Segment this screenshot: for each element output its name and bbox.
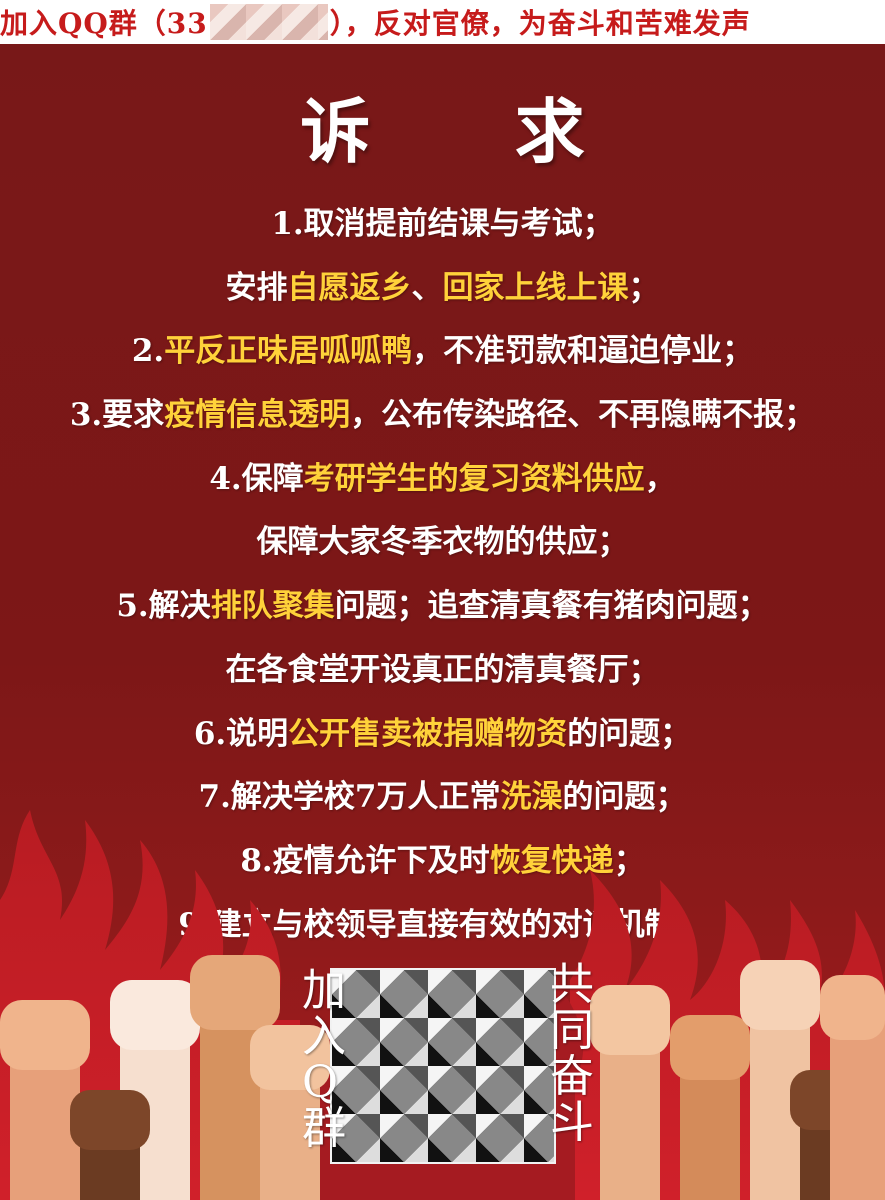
demand-line: 8.疫情允许下及时恢复快递； — [0, 830, 885, 894]
demand-text: 的问题； — [567, 715, 692, 752]
fight-together-vertical-text: 共同奋斗 — [550, 959, 594, 1148]
fist-icon — [190, 955, 280, 1200]
demand-text: 8.疫情允许下及时 — [240, 842, 490, 879]
demand-text: 6.说明 — [193, 715, 289, 752]
top-banner: 加入QQ群（33 ），反对官僚，为奋斗和苦难发声 — [0, 0, 885, 44]
demand-line: 4.保障考研学生的复习资料供应， — [0, 448, 885, 512]
demand-line: 保障大家冬季衣物的供应； — [0, 511, 885, 575]
demand-line: 1.取消提前结课与考试； — [0, 193, 885, 257]
banner-suffix: ），反对官僚，为奋斗和苦难发声 — [329, 7, 751, 40]
demand-highlight: 恢复快递 — [489, 842, 614, 879]
fist-icon — [250, 1025, 330, 1200]
join-group-vertical-text: 加入Q群 — [302, 965, 346, 1154]
fists-illustration — [0, 955, 885, 1200]
demand-highlight: 疫情信息透明 — [164, 397, 351, 434]
demand-text: 问题；追查清真餐有猪肉问题； — [334, 588, 769, 625]
demand-text: 安排 — [225, 269, 288, 306]
demand-line: 安排自愿返乡、回家上线上课； — [0, 257, 885, 321]
demand-text: ， — [644, 460, 676, 497]
demand-highlight: 公开售卖被捐赠物资 — [288, 715, 568, 752]
demand-text: 3.要求 — [69, 397, 165, 434]
demand-text: 在各食堂开设真正的清真餐厅； — [225, 651, 660, 688]
page-title: 诉 求 — [300, 90, 645, 173]
demand-text: ； — [628, 269, 660, 306]
demand-text: 7.解决学校7万人正常 — [198, 779, 501, 816]
demand-text: 2. — [131, 333, 165, 370]
qr-code-icon — [330, 968, 556, 1164]
fist-icon — [70, 1090, 150, 1200]
demand-text: 、 — [411, 269, 443, 306]
demand-text: 4.保障 — [209, 460, 304, 497]
demand-text: 1.取消提前结课与考试； — [271, 206, 614, 242]
fist-icon — [0, 1000, 90, 1200]
demand-highlight: 回家上线上课 — [442, 269, 629, 306]
demand-text: 的问题； — [562, 779, 687, 816]
demand-highlight: 洗澡 — [500, 779, 563, 816]
demand-highlight: 考研学生的复习资料供应 — [303, 460, 645, 497]
demand-line: 在各食堂开设真正的清真餐厅； — [0, 639, 885, 703]
demand-text: ； — [613, 842, 645, 879]
demand-highlight: 自愿返乡 — [287, 269, 412, 306]
fist-icon — [590, 985, 670, 1200]
banner-censored-number — [209, 4, 328, 40]
fist-icon — [670, 1015, 750, 1200]
demand-text: 5.解决 — [116, 588, 211, 625]
demand-line: 6.说明公开售卖被捐赠物资的问题； — [0, 703, 885, 767]
demand-line: 7.解决学校7万人正常洗澡的问题； — [0, 766, 885, 830]
fist-icon — [820, 975, 885, 1200]
banner-prefix: 加入QQ群（33 — [0, 7, 208, 40]
demand-highlight: 平反正味居呱呱鸭 — [164, 333, 413, 370]
qr-code-censored — [330, 968, 556, 1164]
demand-line: 2.平反正味居呱呱鸭，不准罚款和逼迫停业； — [0, 320, 885, 384]
demand-text: ，不准罚款和逼迫停业； — [412, 333, 754, 370]
demand-line: 5.解决排队聚集问题；追查清真餐有猪肉问题； — [0, 575, 885, 639]
demand-line: 3.要求疫情信息透明，公布传染路径、不再隐瞒不报； — [0, 384, 885, 448]
demand-highlight: 排队聚集 — [210, 588, 335, 625]
demand-text: 保障大家冬季衣物的供应； — [256, 524, 629, 561]
demand-text: ，公布传染路径、不再隐瞒不报； — [350, 397, 816, 434]
